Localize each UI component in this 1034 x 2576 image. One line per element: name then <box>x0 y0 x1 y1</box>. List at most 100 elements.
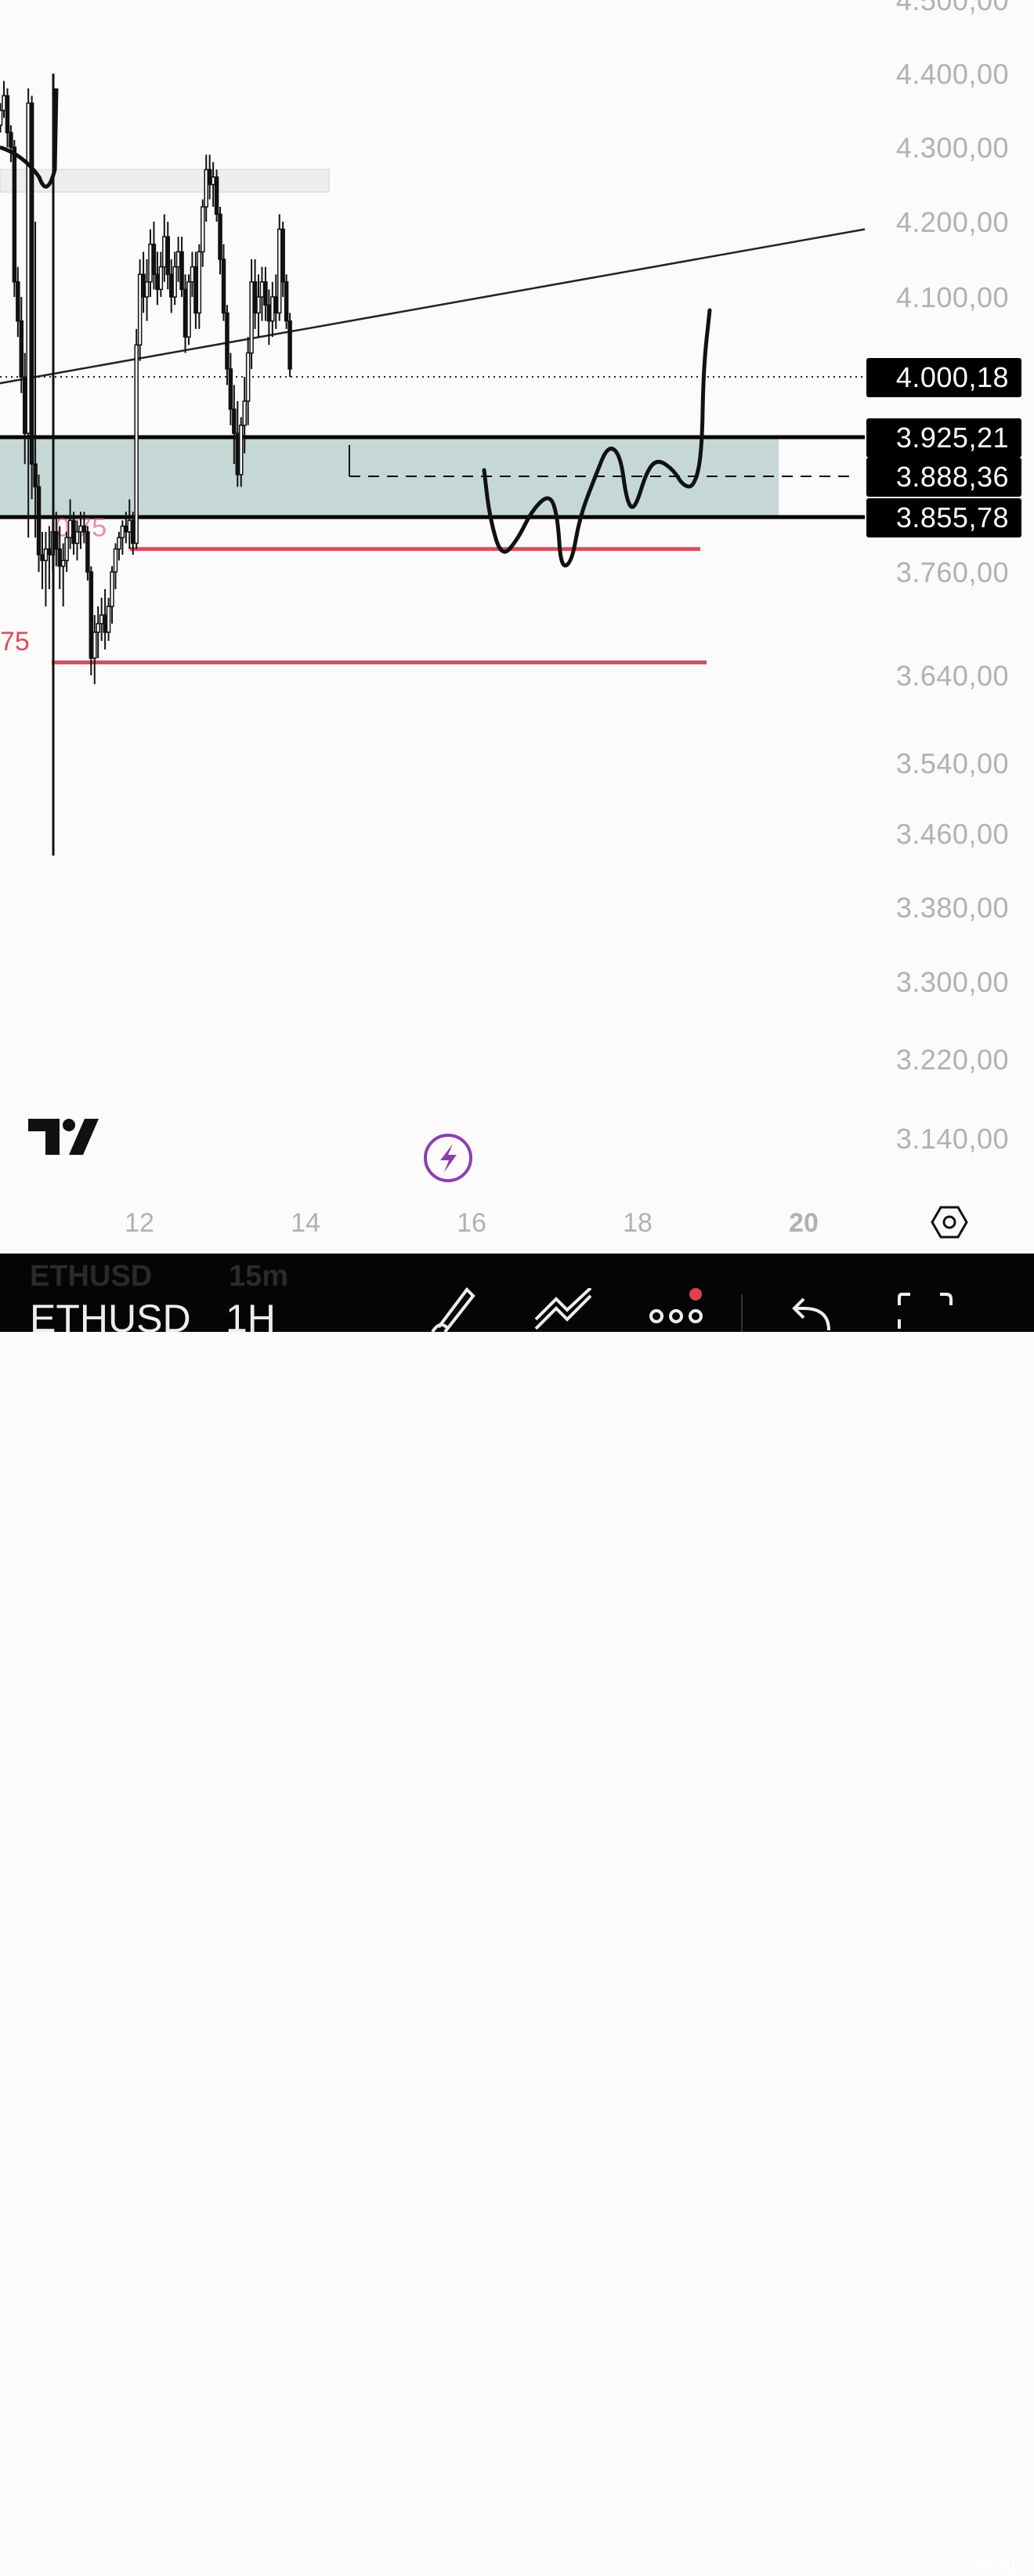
current-price-tag-bg <box>866 358 1021 397</box>
candle-body <box>33 463 38 488</box>
screenshot-icon[interactable] <box>898 1293 953 1332</box>
candle-body <box>183 288 188 338</box>
trend-tools-icon[interactable] <box>534 1288 592 1332</box>
candle <box>106 598 111 641</box>
candle-body <box>179 251 184 291</box>
candle-body <box>201 206 205 253</box>
fib-label-0: 75 <box>0 627 30 657</box>
candle-body <box>193 266 198 314</box>
candle-body <box>120 525 125 538</box>
candle-body <box>235 432 240 476</box>
toolbar-divider <box>741 1294 743 1332</box>
candle-body <box>204 168 208 208</box>
candle-body <box>19 320 24 378</box>
projection-path <box>482 308 712 568</box>
candle <box>204 154 208 222</box>
level-tag-1-text: 3.888,36 <box>896 461 1009 493</box>
candle <box>214 169 219 222</box>
candle <box>57 526 62 589</box>
candle <box>284 274 289 329</box>
candle-body <box>190 266 195 283</box>
pencil-icon[interactable] <box>429 1282 478 1332</box>
candle-body <box>232 408 237 434</box>
tradingview-logo <box>28 1119 99 1155</box>
candle-body <box>43 548 49 562</box>
price-tick-label: 4.200,00 <box>896 206 1009 238</box>
candle-body <box>117 537 121 550</box>
candle <box>89 566 94 675</box>
time-tick-label: 12 <box>125 1208 154 1238</box>
candle <box>155 251 160 306</box>
candle-body <box>221 259 226 314</box>
candle <box>85 526 90 581</box>
candle <box>60 543 66 606</box>
price-tick-label: 3.460,00 <box>896 818 1009 850</box>
candle-body <box>238 425 244 476</box>
candle <box>225 305 230 385</box>
candle <box>238 417 244 487</box>
candle <box>197 244 202 329</box>
settings-icon[interactable] <box>931 1206 968 1239</box>
candle-body <box>36 486 42 555</box>
candle <box>259 266 265 321</box>
candle-body <box>151 244 157 275</box>
symbol-button[interactable]: ETHUSD <box>30 1297 191 1340</box>
candle-body <box>99 614 104 624</box>
watermark: @asaph1 <box>962 2554 1034 2575</box>
candle <box>277 214 282 321</box>
candle <box>218 207 222 275</box>
candle-body <box>110 571 114 607</box>
candle <box>245 337 251 425</box>
interval-button[interactable]: 1H <box>226 1297 276 1340</box>
candle <box>148 229 153 297</box>
candle-body <box>245 352 251 402</box>
candle <box>33 222 38 538</box>
candle-body <box>26 102 31 434</box>
ghost-interval: 15m <box>229 1260 289 1293</box>
candle <box>43 531 49 606</box>
candle <box>99 598 104 641</box>
candle-body <box>130 519 136 545</box>
price-chart[interactable]: 750.75 4.500,004.400,004.300,004.200,004… <box>0 0 1034 1254</box>
candle-body <box>186 281 191 338</box>
level-tag-2-text: 3.855,78 <box>896 501 1009 534</box>
candle <box>168 259 174 313</box>
candle-body <box>137 273 143 346</box>
candle <box>120 520 125 555</box>
candle-body <box>81 525 87 533</box>
candle <box>16 266 20 338</box>
candle-body <box>252 281 258 314</box>
level-tag-1-bg <box>866 458 1021 497</box>
candle-body <box>103 614 107 633</box>
candle <box>252 259 258 329</box>
candle-body <box>144 281 150 298</box>
candle <box>175 237 181 282</box>
candle <box>190 251 195 297</box>
lightning-icon[interactable] <box>424 1134 472 1182</box>
time-axis: 12 14 16 18 20 <box>125 1208 819 1238</box>
undo-icon[interactable] <box>790 1293 833 1332</box>
candle <box>256 274 261 338</box>
candle-body <box>256 296 261 314</box>
candle-body <box>175 251 181 268</box>
time-tick-label: 20 <box>789 1208 819 1238</box>
candle-body <box>16 281 20 322</box>
candle-body <box>54 531 59 550</box>
candle <box>280 222 285 297</box>
level-tag-0: 3.925,21 <box>866 418 1021 458</box>
candle-body <box>67 519 73 538</box>
candle-body <box>148 244 153 283</box>
candle-body <box>284 281 289 322</box>
candle <box>5 88 10 147</box>
candle-body <box>106 606 111 633</box>
price-tick-label: 4.400,00 <box>896 58 1009 90</box>
more-icon[interactable] <box>649 1288 703 1332</box>
candle <box>266 289 272 346</box>
candle <box>29 96 34 500</box>
candle-body <box>277 228 282 314</box>
level-tag-2-bg <box>866 498 1021 537</box>
candle <box>183 274 188 353</box>
candle <box>2 81 6 118</box>
drawn-stroke <box>0 88 59 189</box>
bottom-toolbar: ETHUSD 15m ETHUSD 1H @asaph1 <box>0 1254 1034 2575</box>
